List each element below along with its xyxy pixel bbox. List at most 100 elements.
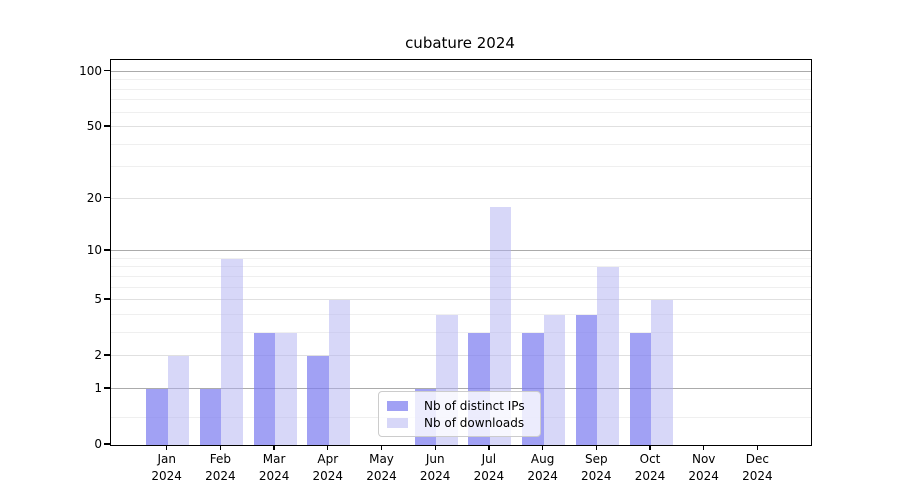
x-tick-label-feb: Feb 2024 [190,451,250,485]
gridline [111,250,811,252]
x-tick-year: 2024 [742,469,773,483]
x-tick-mark [327,445,329,450]
x-tick-mark [703,445,705,450]
x-tick-year: 2024 [312,469,344,483]
bar-ips-jan [146,388,168,445]
legend-item-distinct-ips: Nb of distinct IPs [387,399,532,413]
gridline [111,197,811,199]
y-tick-label: 10 [86,243,102,258]
bar-downloads-jul [489,206,512,445]
minor-gridline [111,88,811,90]
bar-downloads-mar [275,332,297,445]
x-tick-label-dec: Dec 2024 [727,451,787,485]
x-tick-mark [219,445,222,450]
plot-area: Nb of distinct IPs Nb of downloads [110,59,812,446]
x-tick-month: Apr [317,452,339,466]
x-tick-month: Sep [584,452,608,466]
x-tick-month: Jul [481,452,497,466]
x-tick-year: 2024 [151,469,182,483]
minor-gridline [111,331,811,333]
gridline [111,387,811,389]
x-tick-label-apr: Apr 2024 [298,451,358,485]
bar-downloads-sep [597,267,619,445]
x-tick-mark [434,445,436,450]
x-tick-month: Nov [691,452,716,466]
bar-ips-oct [629,332,651,445]
x-tick-month: Mar [262,452,286,466]
x-tick-mark [166,445,168,450]
legend-swatch-downloads [387,417,408,428]
minor-gridline [111,111,811,113]
legend-label-downloads: Nb of downloads [424,415,525,430]
x-tick-mark [756,445,759,450]
minor-gridline [111,166,811,168]
chart-title: cubature 2024 [405,34,515,52]
minor-gridline [111,313,811,315]
minor-gridline [111,286,811,288]
x-tick-year: 2024 [581,469,612,483]
bar-downloads-apr [328,300,351,445]
x-tick-year: 2024 [258,469,290,483]
x-tick-year: 2024 [366,469,397,483]
gridline [111,299,811,301]
x-tick-year: 2024 [473,469,505,483]
x-tick-month: Aug [530,452,555,466]
x-tick-month: Dec [745,452,769,466]
gridline [111,355,811,357]
x-tick-mark [541,445,544,450]
y-tick-mark [104,197,110,199]
y-tick-label: 20 [86,190,102,205]
bar-ips-feb [199,388,222,445]
minor-gridline [111,257,811,259]
y-tick-mark [104,125,110,127]
x-tick-mark [595,445,597,450]
bar-downloads-aug [543,314,566,445]
bar-downloads-jan [167,356,190,445]
gridline [111,70,811,72]
x-tick-month: Jan [157,452,176,466]
legend-item-downloads: Nb of downloads [387,416,532,430]
y-tick-label: 5 [94,292,102,307]
x-tick-year: 2024 [527,469,558,483]
x-tick-label-nov: Nov 2024 [674,451,734,485]
x-tick-month: Jun [425,452,445,466]
y-tick-mark [104,387,110,389]
x-tick-year: 2024 [419,469,451,483]
x-tick-mark [649,445,651,450]
x-tick-label-oct: Oct 2024 [620,451,680,485]
y-tick-mark [104,354,110,356]
y-tick-label: 100 [79,63,102,78]
x-tick-mark [488,445,490,450]
x-tick-year: 2024 [634,469,666,483]
x-tick-label-jan: Jan 2024 [137,451,197,485]
x-tick-label-jun: Jun 2024 [405,451,465,485]
legend-label-distinct-ips: Nb of distinct IPs [424,398,525,413]
bar-ips-mar [253,332,276,445]
x-tick-label-may: May 2024 [352,451,412,485]
y-tick-label: 50 [86,118,102,133]
minor-gridline [111,143,811,145]
bar-ips-apr [307,356,329,445]
minor-gridline [111,99,811,101]
x-tick-label-mar: Mar 2024 [244,451,304,485]
legend-swatch-distinct-ips [387,400,408,411]
y-tick-label: 1 [94,380,102,395]
bar-downloads-oct [651,300,673,445]
x-tick-label-aug: Aug 2024 [513,451,573,485]
minor-gridline [111,275,811,277]
y-tick-mark [104,249,110,251]
gridline [111,125,811,127]
y-tick-mark [104,298,110,300]
x-tick-year: 2024 [205,469,236,483]
x-tick-month: Oct [639,452,661,466]
y-tick-label: 2 [94,348,102,363]
x-tick-mark [273,445,275,450]
x-tick-month: May [369,452,394,466]
y-tick-label: 0 [94,437,102,451]
minor-gridline [111,79,811,81]
minor-gridline [111,266,811,268]
y-tick-mark [104,443,110,445]
bar-downloads-feb [221,258,243,445]
x-tick-year: 2024 [688,469,719,483]
